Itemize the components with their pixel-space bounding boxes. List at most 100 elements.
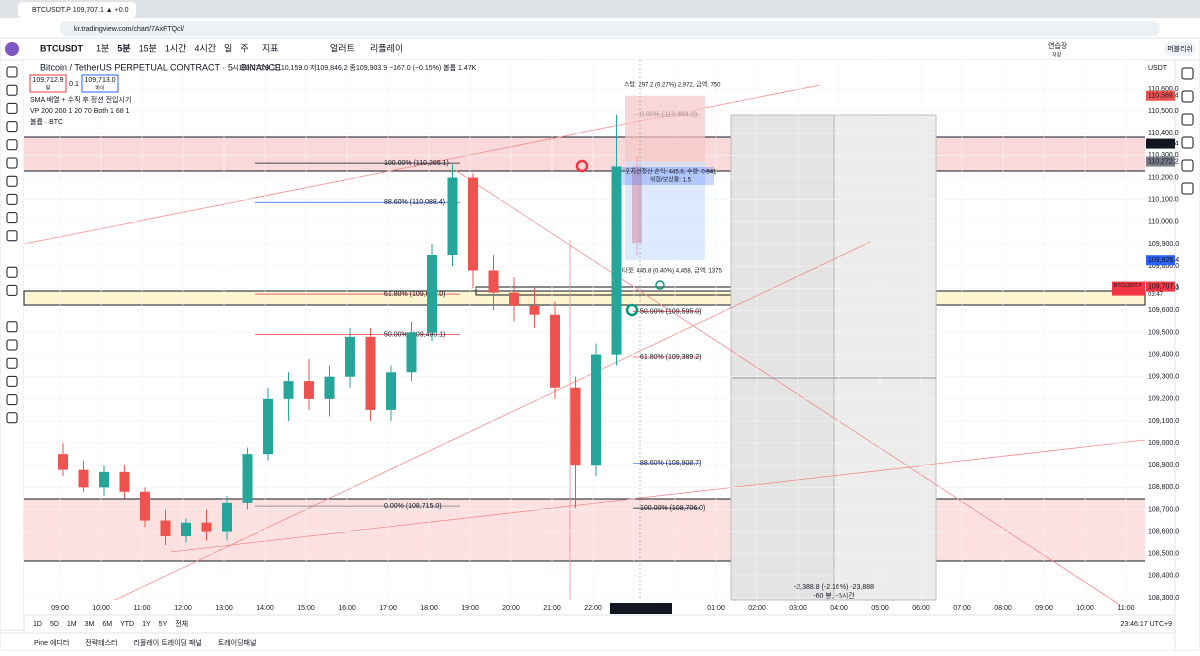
avatar[interactable] (5, 42, 19, 56)
position-ratio: 위험/보상율: 1.5 (650, 176, 692, 184)
sell-label: 팔 (46, 84, 51, 91)
range-button[interactable]: 6M (102, 621, 112, 628)
candle-body (447, 177, 458, 255)
range-button[interactable]: YTD (120, 621, 134, 628)
panel-tab[interactable]: 리플레이 트레이딩 패널 (133, 638, 201, 647)
tool-icon[interactable] (6, 66, 18, 78)
price-tag (1146, 281, 1175, 292)
symbol[interactable]: BTCUSDT (40, 43, 83, 53)
ob-zone (23, 290, 1146, 306)
price-tag (1146, 90, 1175, 101)
x-tick-label: 02:00 (748, 605, 766, 612)
tool-icon[interactable] (6, 339, 18, 351)
x-tick-label: 16:00 (338, 605, 356, 612)
range-button[interactable]: 전체 (175, 619, 188, 628)
panel-tab[interactable]: Pine 에디터 (34, 638, 69, 647)
x-tick-label: 22:00 (584, 605, 602, 612)
tool-icon[interactable] (6, 412, 18, 424)
layout-name[interactable]: 연습장 (1048, 41, 1068, 50)
target-zone (625, 161, 705, 261)
tool-icon[interactable] (6, 84, 18, 96)
tool-icon[interactable] (6, 284, 18, 296)
tool-icon[interactable] (6, 212, 18, 224)
x-tick-label: 14:00 (256, 605, 274, 612)
y-tick-label: 108,600.0 (1148, 528, 1179, 535)
tab-strip (0, 0, 1200, 18)
y-tick-label: 110,300.0 (1148, 152, 1179, 159)
y-tick-label: 109,100.0 (1148, 418, 1179, 425)
position-stop: 스탑: 297.2 (0.27%) 2,972, 금액: 750 (624, 81, 721, 89)
sidebar-icon[interactable] (1181, 182, 1194, 195)
indicators-button[interactable]: 지표 (262, 43, 279, 53)
tool-icon[interactable] (6, 193, 18, 205)
interval-button[interactable]: 5분 (117, 43, 130, 53)
tool-icon[interactable] (6, 375, 18, 387)
y-tick-label: 108,800.0 (1148, 484, 1179, 491)
range-button[interactable]: 5Y (159, 621, 168, 628)
candle-body (242, 454, 253, 503)
stop-zone (625, 95, 705, 162)
interval-button[interactable]: 일 (224, 43, 232, 53)
sidebar-icon[interactable] (1181, 113, 1194, 126)
y-tick-label: 109,400.0 (1148, 351, 1179, 358)
panel-tab[interactable]: 전략테스터 (85, 638, 117, 647)
tool-icon[interactable] (6, 266, 18, 278)
candle-body (570, 387, 581, 466)
y-tick-label: 109,000.0 (1148, 440, 1179, 447)
range-button[interactable]: 1M (67, 621, 77, 628)
price-tag-label: 110,569.4 (1148, 93, 1179, 100)
tool-icon[interactable] (6, 175, 18, 187)
url-field[interactable] (60, 21, 1160, 36)
indicator-legend: VP 200 200 1 20 70 Both 1 68 1 (30, 108, 130, 115)
interval-button[interactable]: 주 (240, 43, 248, 53)
tool-icon[interactable] (6, 121, 18, 133)
x-tick-label: 18:00 (420, 605, 438, 612)
panel-tab[interactable]: 트레이딩패널 (218, 638, 257, 647)
tool-icon[interactable] (6, 157, 18, 169)
tool-icon[interactable] (6, 230, 18, 242)
tool-icon[interactable] (6, 321, 18, 333)
sidebar-icon[interactable] (1181, 67, 1194, 80)
range-button[interactable]: 3M (85, 621, 95, 628)
x-tick-label: 09:00 (51, 605, 69, 612)
interval-button[interactable]: 1분 (96, 43, 109, 53)
candle-body (468, 177, 478, 271)
fib-label: 50.00% (109,595.0) (640, 308, 702, 315)
interval-button[interactable]: 15분 (139, 43, 157, 53)
spread: 0.1 (69, 81, 79, 88)
range-button[interactable]: 1Y (142, 621, 151, 628)
interval-button[interactable]: 4시간 (194, 43, 216, 53)
range-button[interactable]: 1D (33, 621, 42, 628)
y-tick-label: 109,300.0 (1148, 374, 1179, 381)
range-button[interactable]: 5D (50, 621, 59, 628)
replay-button[interactable]: 리플레이 (370, 43, 403, 53)
buy-button[interactable] (81, 74, 119, 93)
x-tick-label: 15:00 (297, 605, 315, 612)
y-tick-label: 109,900.0 (1148, 241, 1179, 248)
sidebar-icon[interactable] (1181, 90, 1194, 103)
tool-icon[interactable] (6, 139, 18, 151)
y-tick-label: 110,500.0 (1148, 108, 1179, 115)
price-tag-label: 110,272.2 (1148, 158, 1179, 165)
tool-icon[interactable] (6, 394, 18, 406)
y-tick-label: 109,500.0 (1148, 329, 1179, 336)
price-tag-label: 109,707.1 (1148, 283, 1179, 290)
sell-button[interactable] (29, 74, 67, 93)
tool-icon[interactable] (6, 357, 18, 369)
sidebar-icon[interactable] (1181, 159, 1194, 172)
interval-button[interactable]: 1시간 (165, 43, 187, 53)
sidebar-icon[interactable] (1181, 136, 1194, 149)
candle-body (140, 491, 150, 521)
browser-tab[interactable] (18, 2, 136, 18)
x-tick-label: 11:00 (1118, 605, 1135, 612)
x-tick-label: 06:00 (912, 605, 930, 612)
candle-body (181, 522, 191, 537)
tool-icon[interactable] (6, 102, 18, 114)
alerts-button[interactable]: 얼러트 (330, 43, 355, 53)
layout-status: 저장 (1052, 51, 1062, 58)
publish-button[interactable] (1164, 42, 1196, 56)
range-bar (23, 614, 1176, 634)
fib-label: 100.00% (110,265.1) (384, 160, 449, 167)
range-bars: -60 봉, -5시간 (813, 591, 855, 600)
tab-title: BTCUSDT.P 109,707.1 ▲ +0.0 (32, 7, 129, 14)
